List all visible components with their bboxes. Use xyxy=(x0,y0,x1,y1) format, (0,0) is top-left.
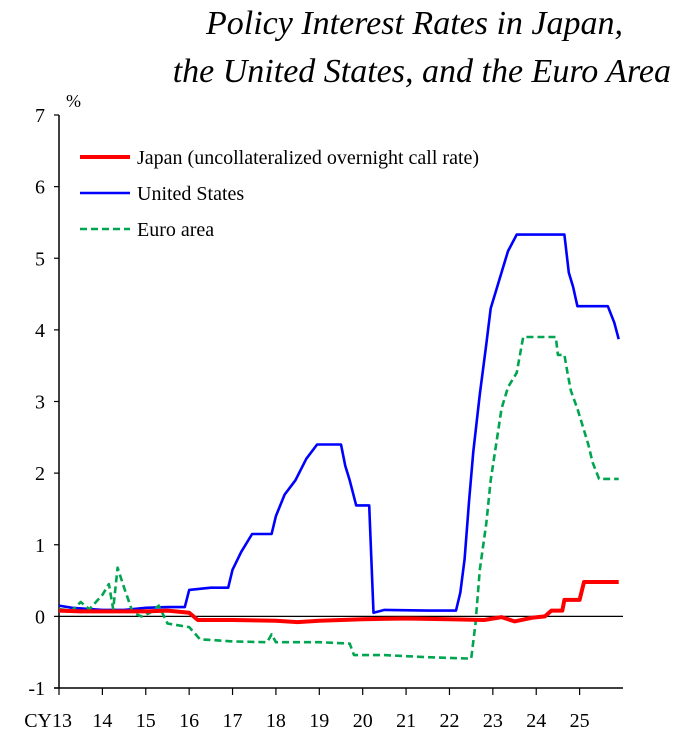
y-tick-label: -1 xyxy=(28,678,45,700)
y-tick-label: 0 xyxy=(35,606,45,628)
x-tick-label: CY13 xyxy=(24,710,72,732)
y-tick-label: 2 xyxy=(35,463,45,485)
series-line-2 xyxy=(58,335,619,660)
chart-title-line-2: the United States, and the Euro Area xyxy=(172,53,671,90)
x-tick-label: 14 xyxy=(92,710,112,732)
y-tick-label: 3 xyxy=(35,392,45,414)
y-tick-label: 6 xyxy=(35,177,45,199)
y-tick-label: 4 xyxy=(35,320,45,342)
series-line-1 xyxy=(58,233,620,615)
x-tick-label: 17 xyxy=(223,710,243,732)
legend-label: Japan (uncollateralized overnight call r… xyxy=(137,147,479,169)
series-line-0 xyxy=(58,580,619,625)
x-tick-label: 18 xyxy=(266,710,286,732)
x-tick-label: 15 xyxy=(136,710,156,732)
x-tick-label: 19 xyxy=(309,710,329,732)
chart-title-line-1: Policy Interest Rates in Japan, xyxy=(205,5,623,42)
x-tick-label: 24 xyxy=(526,710,546,732)
y-tick-label: 5 xyxy=(35,248,45,270)
x-tick-label: 23 xyxy=(483,710,503,732)
legend-label: United States xyxy=(137,183,244,205)
y-tick-label: 7 xyxy=(35,105,45,127)
y-axis-unit: % xyxy=(66,91,81,111)
x-tick-label: 21 xyxy=(396,710,416,732)
y-tick-label: 1 xyxy=(35,535,45,557)
x-tick-label: 25 xyxy=(570,710,590,732)
x-tick-label: 22 xyxy=(439,710,459,732)
x-tick-label: 16 xyxy=(179,710,199,732)
legend-label: Euro area xyxy=(137,219,214,241)
x-tick-label: 20 xyxy=(353,710,373,732)
